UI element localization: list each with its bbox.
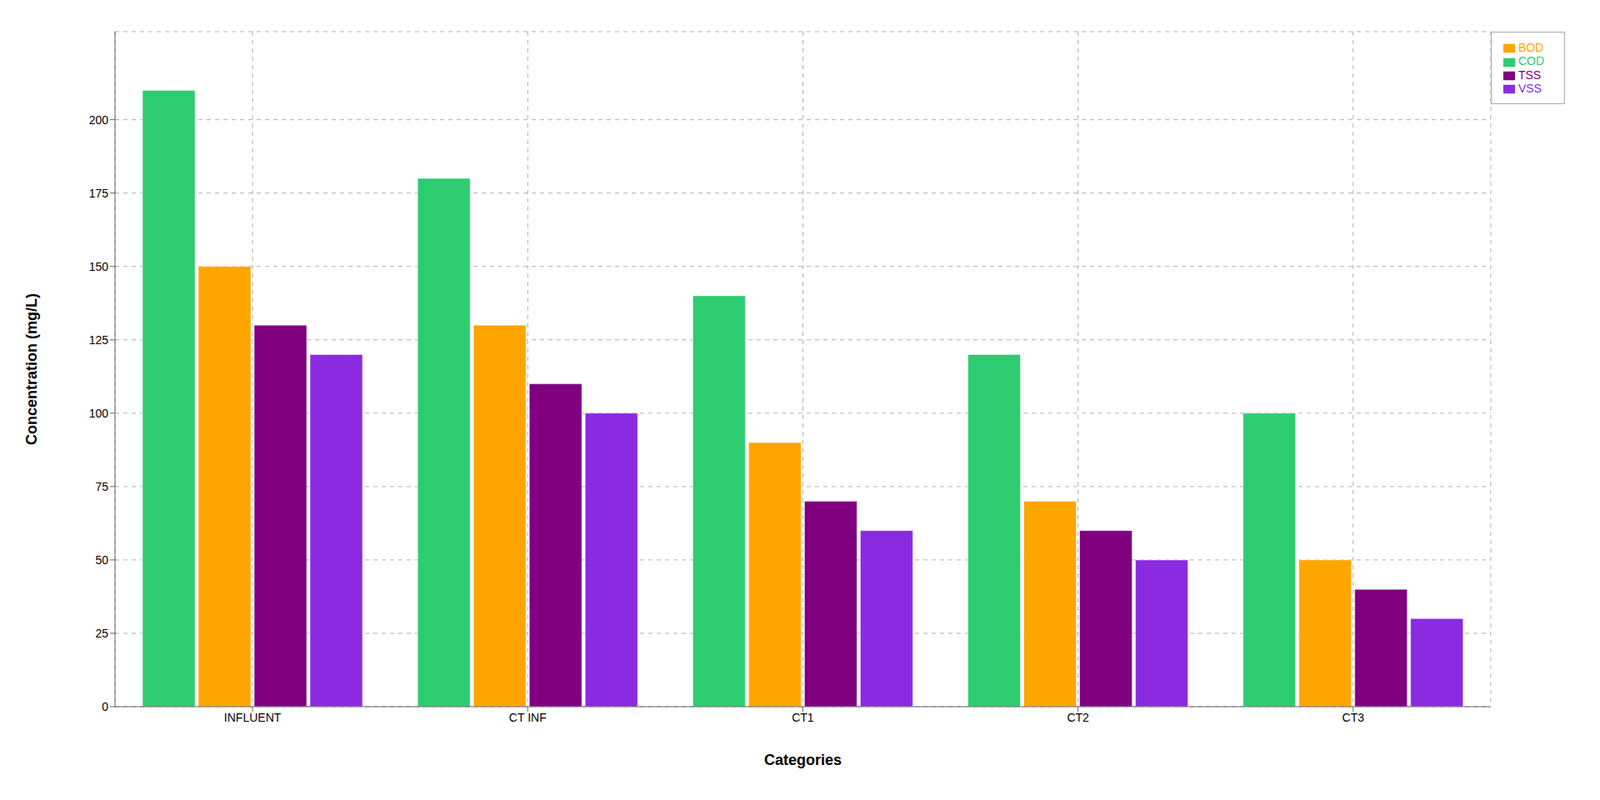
svg-text:25: 25 bbox=[95, 626, 109, 640]
svg-text:CT1: CT1 bbox=[791, 710, 815, 725]
svg-text:150: 150 bbox=[89, 260, 110, 274]
svg-text:CT3: CT3 bbox=[1342, 710, 1365, 725]
html-text:COD: COD bbox=[1518, 54, 1545, 68]
svg-text:125: 125 bbox=[89, 333, 110, 347]
svg-text:50: 50 bbox=[95, 553, 109, 567]
svg-text:175: 175 bbox=[89, 186, 110, 200]
svg-text:75: 75 bbox=[95, 480, 109, 494]
svg-text:200: 200 bbox=[89, 113, 110, 127]
svg-text:Categories: Categories bbox=[764, 751, 842, 769]
svg-text:100: 100 bbox=[89, 406, 110, 420]
html-text:BOD: BOD bbox=[1518, 40, 1544, 55]
svg-text:CT2: CT2 bbox=[1066, 710, 1090, 725]
html-text:TSS: TSS bbox=[1518, 68, 1541, 82]
html-text:VSS: VSS bbox=[1518, 81, 1542, 95]
svg-text:0: 0 bbox=[101, 700, 109, 714]
svg-text:INFLUENT: INFLUENT bbox=[224, 710, 282, 725]
svg-text:Concentration (mg/L): Concentration (mg/L) bbox=[23, 293, 40, 445]
svg-text:CT INF: CT INF bbox=[509, 710, 547, 725]
